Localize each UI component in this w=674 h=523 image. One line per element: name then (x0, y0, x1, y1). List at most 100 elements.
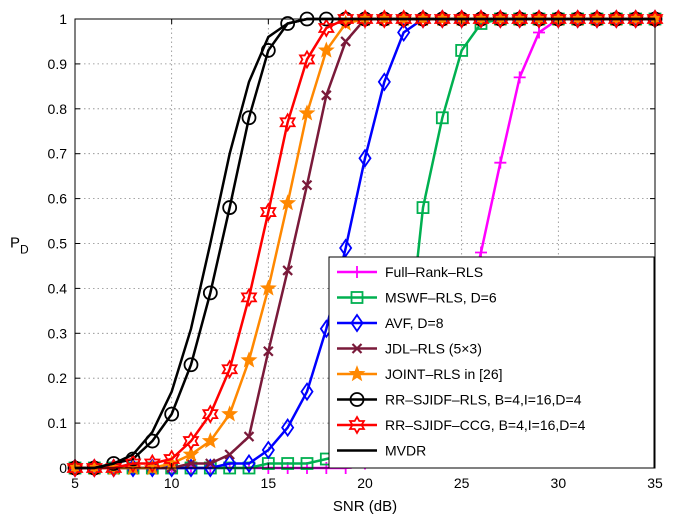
data-point-marker (201, 404, 219, 424)
data-point-marker (301, 179, 313, 191)
data-point-marker (435, 111, 449, 125)
data-point-marker (221, 359, 239, 380)
data-point-marker (475, 246, 487, 259)
legend-label: AVF, D=8 (385, 315, 444, 331)
data-point-marker (280, 16, 296, 31)
legend-label: MSWF–RLS, D=6 (385, 290, 497, 306)
data-point-marker (201, 432, 219, 449)
data-point-marker (414, 9, 432, 29)
data-point-marker (205, 458, 216, 469)
data-point-marker (358, 148, 372, 168)
y-tick-label: 0.9 (48, 56, 68, 72)
data-point-marker (433, 9, 451, 29)
data-point-marker (300, 382, 314, 402)
legend-marker (351, 266, 363, 278)
y-tick-label: 0 (59, 460, 67, 476)
data-point-marker (240, 351, 258, 368)
data-point-marker (223, 453, 237, 474)
legend-marker (349, 392, 365, 407)
legend-label: MVDR (385, 443, 426, 459)
y-tick-label: 0.3 (48, 325, 68, 341)
data-point-marker (259, 202, 277, 222)
data-point-marker (397, 22, 411, 43)
data-point-marker (279, 112, 297, 133)
data-point-marker (453, 9, 471, 29)
data-point-marker (530, 9, 548, 29)
data-point-marker (240, 287, 258, 308)
data-point-marker (491, 9, 509, 29)
data-point-marker (317, 18, 335, 38)
y-tick-label: 0.8 (48, 101, 68, 117)
data-point-marker (281, 418, 295, 438)
data-point-marker (377, 72, 391, 92)
legend-label: Full–Rank–RLS (385, 264, 483, 280)
data-point-marker (317, 41, 335, 58)
data-point-marker (494, 156, 507, 169)
legend-marker (348, 415, 366, 435)
data-point-marker (298, 104, 316, 121)
legend-marker (351, 343, 363, 354)
legend-marker (348, 365, 366, 382)
data-point-marker (340, 36, 351, 47)
ticks: 5 10 15 20 25 30 35 0 0.1 0.2 0.3 0.4 0.5 0.6 0.7 0.8 0.… (48, 11, 663, 491)
data-point-marker (300, 457, 314, 470)
data-point-marker (416, 201, 430, 214)
y-tick-label: 0.6 (48, 191, 68, 207)
data-point-marker (455, 44, 469, 57)
data-point-marker (259, 279, 277, 296)
data-point-marker (513, 71, 526, 84)
y-tick-label: 0.5 (48, 236, 68, 252)
x-tick-label: 25 (454, 475, 470, 491)
y-tick-label: 1 (59, 11, 67, 27)
data-point-marker (203, 458, 217, 478)
data-point-marker (242, 453, 256, 474)
legend-label: JOINT–RLS in [26] (385, 366, 503, 382)
legend-marker (350, 313, 364, 333)
data-point-marker (164, 406, 180, 422)
data-point-marker (321, 90, 332, 101)
data-point-marker (607, 9, 625, 29)
data-point-marker (282, 265, 293, 276)
data-point-marker (588, 9, 606, 29)
y-axis-title: PD (10, 235, 29, 257)
data-point-marker (356, 9, 374, 29)
x-axis-title: SNR (dB) (333, 498, 397, 515)
legend-marker (350, 291, 364, 304)
legend: Full–Rank–RLS MSWF–RLS, D=6 AVF, D=8 JDL–RL… (328, 256, 655, 469)
x-tick-label: 5 (71, 475, 79, 491)
x-tick-label: 10 (164, 475, 180, 491)
data-point-marker (263, 345, 274, 357)
data-point-marker (395, 9, 413, 29)
data-point-marker (143, 453, 161, 474)
y-axis-title-subscript: D (20, 243, 29, 257)
data-point-marker (124, 453, 142, 474)
data-point-marker (243, 431, 255, 442)
y-tick-label: 0.2 (48, 370, 68, 386)
data-point-marker (224, 449, 235, 460)
data-point-marker (85, 458, 103, 478)
y-axis-title-main: P (10, 235, 20, 252)
data-point-marker (185, 458, 197, 469)
data-point-marker (549, 9, 567, 29)
data-point-marker (281, 457, 295, 470)
x-tick-label: 20 (357, 475, 373, 491)
legend-label: RR–SJIDF–RLS, B=4,I=16,D=4 (385, 392, 582, 408)
data-point-marker (221, 405, 239, 422)
data-point-marker (337, 9, 355, 29)
data-point-marker (182, 445, 200, 462)
data-point-marker (627, 9, 645, 29)
x-tick-label: 15 (261, 475, 277, 491)
data-point-marker (222, 200, 238, 215)
data-point-marker (183, 357, 199, 373)
data-point-marker (66, 458, 84, 478)
data-point-marker (339, 238, 353, 258)
data-point-marker (202, 285, 218, 301)
legend-label: RR–SJIDF–CCG, B=4,I=16,D=4 (385, 417, 586, 433)
legend-label: JDL–RLS (5×3) (385, 341, 482, 357)
y-tick-label: 0.1 (48, 415, 68, 431)
data-point-marker (375, 9, 393, 29)
legend-box (328, 256, 655, 469)
data-point-marker (472, 9, 490, 29)
x-tick-label: 35 (647, 475, 663, 491)
